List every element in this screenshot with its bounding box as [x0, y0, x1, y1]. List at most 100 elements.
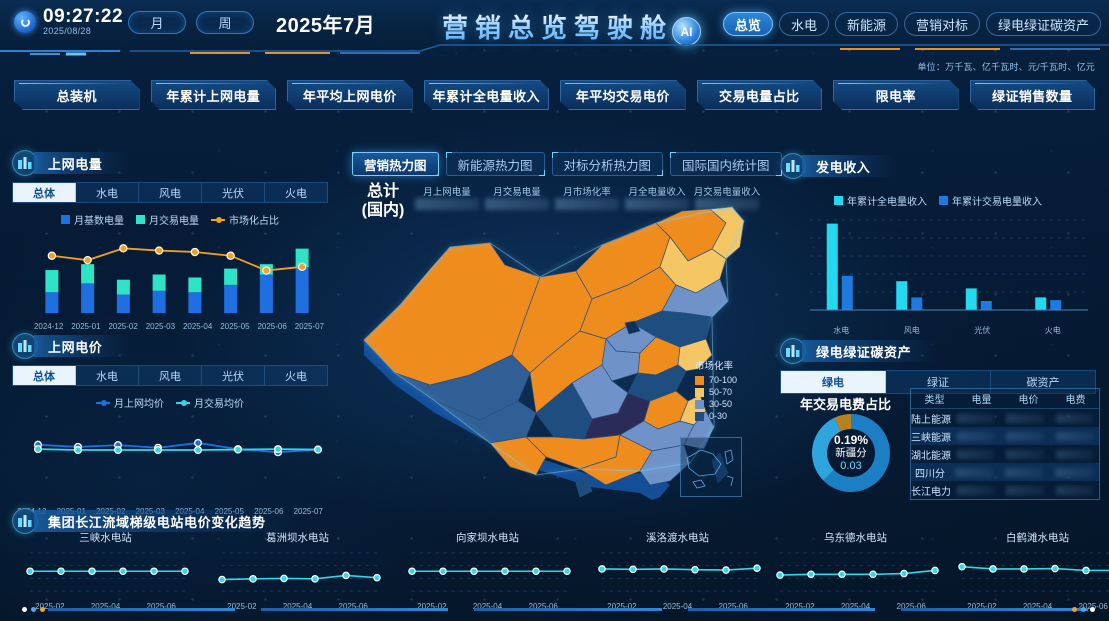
station-trend-chart: 白鹤滩水电站 2025-02 2025-04 2025-06 [950, 530, 1109, 611]
tab-power-volume-光伏[interactable]: 光伏 [202, 183, 265, 202]
tab-power-price-水电[interactable]: 水电 [76, 366, 139, 385]
station-trend-chart: 溪洛渡水电站 2025-02 2025-04 2025-06 [590, 530, 765, 611]
table-cell-value [1005, 467, 1043, 477]
kpi-label: 绿证销售数量 [992, 88, 1073, 104]
map-legend: 市场化率 70-100 50-70 30-50 0-30 [695, 358, 737, 423]
period-toggle-week[interactable]: 周 [196, 11, 254, 34]
power-volume-x-tick: 2025-02 [108, 322, 138, 331]
table-cell-value [955, 467, 993, 477]
station-trend-tick: 2025-02 [35, 602, 65, 611]
chart-bar-icon [12, 333, 38, 359]
station-trend-svg [408, 552, 571, 592]
metric-header: 月交易电量收入 [693, 187, 761, 198]
table-row[interactable]: 湖北能源 [911, 445, 1099, 463]
main-nav: 总览 水电 新能源 营销对标 绿电绿证碳资产 [722, 12, 1101, 36]
tab-power-price-光伏[interactable]: 光伏 [202, 366, 265, 385]
table-cell-value [1055, 413, 1093, 423]
station-trend-title: 向家坝水电站 [456, 532, 519, 544]
table-row[interactable]: 长江电力 [911, 481, 1099, 499]
legend-swatch-icon [136, 215, 145, 224]
tab-green-asset-碳资产[interactable]: 碳资产 [1026, 377, 1060, 389]
kpi-card-交易电量占比[interactable]: 交易电量占比 [697, 80, 823, 110]
clock-date: 2025/08/28 [43, 26, 123, 37]
table-body: 陆上能源三峡能源湖北能源四川分长江电力新疆分 [911, 409, 1099, 499]
station-trend-title: 三峡水电站 [79, 532, 132, 544]
table-row[interactable]: 陆上能源 [911, 409, 1099, 427]
tab-power-price-总体[interactable]: 总体 [13, 366, 76, 385]
bottom-decoration-bars [48, 608, 1089, 611]
map-legend-label: 50-70 [709, 387, 733, 397]
center-tab-国际国内统计图[interactable]: 国际国内统计图 [670, 152, 782, 176]
units-note: 单位：万千瓦、亿千瓦时、元/千瓦时、亿元 [917, 62, 1095, 72]
header-decoration [0, 44, 1109, 56]
nav-item-绿电绿证碳资产[interactable]: 绿电绿证碳资产 [985, 12, 1101, 36]
table-cell-value [1006, 413, 1044, 423]
center-tab-营销热力图[interactable]: 营销热力图 [352, 152, 439, 176]
page-title: 营销总览驾驶舱 [0, 8, 1109, 45]
revenue-x-tick: 风电 [903, 326, 920, 335]
revenue-x-tick: 水电 [833, 326, 850, 335]
station-trend-tick: 2025-06 [528, 602, 558, 611]
tab-green-asset-绿证[interactable]: 绿证 [886, 371, 991, 393]
center-tab-新能源热力图[interactable]: 新能源热力图 [445, 152, 545, 176]
kpi-card-年平均上网电价[interactable]: 年平均上网电价 [287, 80, 413, 110]
tab-power-volume-风电[interactable]: 风电 [139, 183, 202, 202]
legend-swatch-icon [695, 375, 704, 385]
china-market-map[interactable] [340, 205, 780, 510]
station-trend-chart: 乌东德水电站 2025-02 2025-04 2025-06 [768, 530, 943, 611]
nav-item-营销对标[interactable]: 营销对标 [903, 12, 980, 36]
tab-power-volume-总体[interactable]: 总体 [13, 183, 76, 202]
panel-title: 集团长江流域梯级电站电价变化趋势 [48, 514, 266, 530]
power-volume-legend-item: 月基数电量 [61, 212, 124, 227]
station-trend-chart: 向家坝水电站 2025-02 2025-04 2025-06 [400, 530, 575, 611]
ai-assistant-icon[interactable]: AI [672, 17, 701, 46]
trend-pager-left[interactable] [22, 607, 45, 612]
nav-item-水电[interactable]: 水电 [778, 12, 829, 36]
kpi-card-总装机[interactable]: 总装机 [14, 80, 140, 110]
power-price-legend-item: 月上网均价 [96, 395, 164, 410]
station-trend-xaxis: 2025-02 2025-04 2025-06 [768, 602, 943, 611]
map-legend-title: 市场化率 [695, 361, 734, 372]
kpi-card-年累计全电量收入[interactable]: 年累计全电量收入 [424, 80, 550, 110]
kpi-card-限电率[interactable]: 限电率 [833, 80, 959, 110]
tab-power-price-风电[interactable]: 风电 [139, 366, 202, 385]
station-trend-title: 白鹤滩水电站 [1006, 532, 1069, 544]
clock-time: 09:27:22 [43, 7, 123, 26]
power-volume-tabs: 总体 水电 风电 光伏 火电 [12, 182, 328, 203]
panel-title: 绿电绿证碳资产 [816, 344, 912, 360]
donut-percent: 0.19% [833, 433, 869, 447]
station-trend-tick: 2025-04 [282, 602, 313, 611]
panel-header: 绿电绿证碳资产 [780, 338, 1096, 364]
table-row[interactable]: 三峡能源 [911, 427, 1099, 445]
green-asset-tabs: 绿电 绿证 碳资产 [780, 370, 1096, 394]
station-trend-tick: 2025-06 [718, 602, 748, 611]
panel-generation-revenue: 发电收入 年累计全电量收入 年累计交易电量收入 水电 风电 光伏 火电 [780, 153, 1096, 336]
nav-item-总览[interactable]: 总览 [722, 12, 773, 36]
power-volume-x-tick: 2025-04 [182, 322, 213, 331]
kpi-card-年累计上网电量[interactable]: 年累计上网电量 [151, 80, 277, 110]
panel-header: 发电收入 [780, 153, 1096, 179]
kpi-label: 限电率 [875, 88, 916, 104]
donut-value: 0.03 [840, 460, 862, 472]
tab-power-price-火电[interactable]: 火电 [285, 370, 307, 383]
kpi-label: 年平均上网电价 [302, 88, 397, 104]
nav-item-新能源[interactable]: 新能源 [834, 12, 898, 36]
center-tab-对标分析热力图[interactable]: 对标分析热力图 [551, 152, 664, 176]
station-trend-title: 溪洛渡水电站 [646, 532, 709, 544]
revenue-xaxis: 水电 风电 光伏 火电 [780, 325, 1096, 336]
map-legend-label: 70-100 [709, 375, 738, 385]
power-volume-xaxis: 2024-12 2025-01 2025-02 2025-03 2025-04 2025-… [12, 322, 328, 331]
tab-green-asset-绿电[interactable]: 绿电 [781, 371, 886, 393]
kpi-card-绿证销售数量[interactable]: 绿证销售数量 [970, 80, 1096, 110]
donut-center-labels: 0.19% 新疆分 0.03 [808, 410, 894, 496]
table-cell-type: 陆上能源 [911, 414, 951, 426]
kpi-card-年平均交易电价[interactable]: 年平均交易电价 [560, 80, 686, 110]
tab-power-volume-火电[interactable]: 火电 [285, 187, 307, 200]
period-toggle-month[interactable]: 月 [128, 11, 186, 34]
revenue-legend: 年累计全电量收入 年累计交易电量收入 [780, 193, 1096, 208]
trend-pager-right[interactable] [1072, 607, 1095, 612]
table-cell-type: 长江电力 [911, 486, 951, 498]
tab-power-volume-水电[interactable]: 水电 [76, 183, 139, 202]
table-row[interactable]: 四川分 [911, 463, 1099, 481]
